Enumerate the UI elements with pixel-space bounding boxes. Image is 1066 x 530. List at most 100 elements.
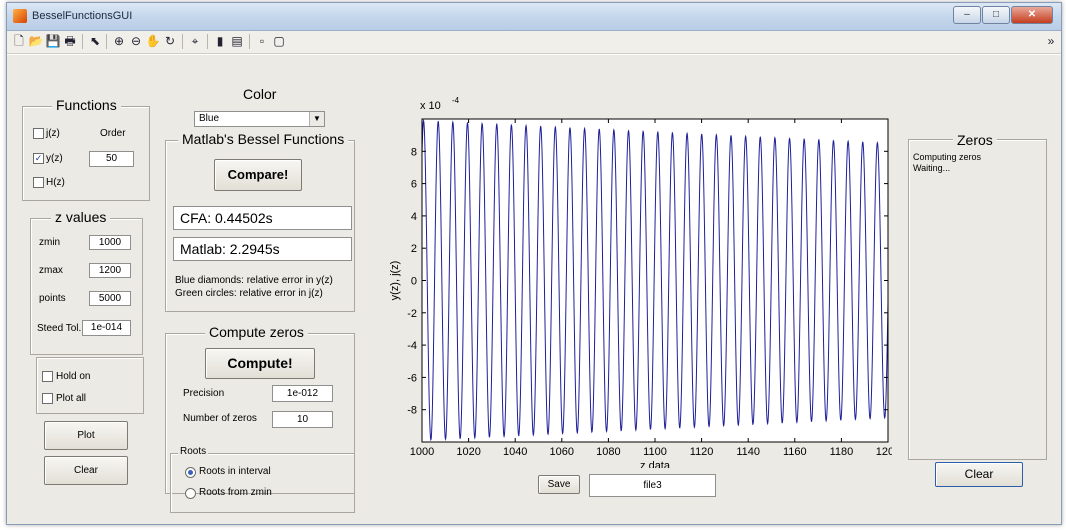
x-tick-label: 1080 [596, 446, 620, 458]
zmin-input[interactable]: 1000 [89, 235, 131, 250]
data-cursor-icon[interactable]: ⌖ [191, 34, 199, 48]
zoom-in-icon[interactable]: ⊕ [113, 34, 125, 48]
hz-label: H(z) [46, 177, 65, 188]
toolbar-overflow-icon[interactable]: » [1047, 34, 1055, 48]
zeros-panel [908, 139, 1047, 460]
save-icon[interactable]: 💾 [45, 34, 61, 48]
x-tick-label: 1120 [690, 446, 714, 458]
x-axis-label: z data [640, 460, 671, 468]
zeros-status-line2: Waiting... [913, 163, 951, 173]
y-tick-label: 0 [411, 276, 417, 288]
roots-in-interval-radio[interactable] [185, 467, 196, 478]
x-tick-label: 1060 [550, 446, 574, 458]
y-tick-label: -4 [407, 340, 417, 352]
filename-input[interactable]: file3 [589, 474, 716, 497]
roots-panel [170, 453, 355, 513]
y-tick-label: 8 [411, 146, 417, 158]
number-of-zeros-label: Number of zeros [183, 413, 257, 424]
figure-toolbar: 🗋 📂 💾 🖶 ⬉ ⊕ ⊖ ✋ ↻ ⌖ ▮ ▤ ▫ ▢ » [7, 31, 1061, 54]
steed-tol-label: Steed Tol. [37, 323, 82, 334]
compare-button[interactable]: Compare! [214, 159, 302, 191]
rotate-icon[interactable]: ↻ [164, 34, 176, 48]
y-tick-label: 2 [411, 243, 417, 255]
plot-all-checkbox[interactable] [42, 393, 53, 404]
matlab-logo-icon [13, 9, 27, 23]
order-input[interactable]: 50 [89, 151, 134, 167]
y-tick-label: -8 [407, 405, 417, 417]
y-exponent-power: -4 [452, 96, 460, 105]
matlab-time-box: Matlab: 2.2945s [173, 237, 352, 261]
pointer-icon[interactable]: ⬉ [89, 34, 101, 48]
compute-button[interactable]: Compute! [205, 348, 315, 379]
x-tick-label: 1020 [456, 446, 480, 458]
colorbar-icon[interactable]: ▮ [216, 34, 224, 48]
clear-plot-button[interactable]: Clear [44, 456, 128, 485]
hold-on-label: Hold on [56, 371, 91, 382]
zoom-out-icon[interactable]: ⊖ [130, 34, 142, 48]
roots-from-zmin-label: Roots from zmin [199, 487, 272, 498]
save-button[interactable]: Save [538, 475, 580, 494]
points-input[interactable]: 5000 [89, 291, 131, 306]
x-tick-label: 1100 [643, 446, 667, 458]
roots-from-zmin-radio[interactable] [185, 488, 196, 499]
x-tick-label: 1200 [876, 446, 892, 458]
x-tick-label: 1140 [736, 446, 760, 458]
clear-zeros-button[interactable]: Clear [935, 462, 1023, 487]
figure-canvas: Functions j(z) Order ✓ y(z) 50 H(z) z va… [7, 54, 1061, 524]
x-tick-label: 1160 [783, 446, 807, 458]
cfa-time-box: CFA: 0.44502s [173, 206, 352, 230]
app-window: BesselFunctionsGUI – □ ✕ 🗋 📂 💾 🖶 ⬉ ⊕ ⊖ ✋… [6, 2, 1062, 525]
legend-icon[interactable]: ▤ [231, 34, 243, 48]
x-tick-label: 1000 [410, 446, 434, 458]
roots-title: Roots [178, 446, 209, 457]
steed-tol-input[interactable]: 1e-014 [82, 320, 131, 336]
functions-title: Functions [52, 97, 121, 113]
bessel-series-line [421, 118, 889, 442]
roots-in-interval-label: Roots in interval [199, 466, 271, 477]
jz-checkbox[interactable] [33, 128, 44, 139]
maximize-button[interactable]: □ [982, 6, 1010, 24]
show-plot-tools-icon[interactable]: ▢ [273, 34, 285, 48]
number-of-zeros-input[interactable]: 10 [272, 411, 333, 428]
zmax-label: zmax [39, 265, 63, 276]
y-tick-label: 4 [411, 211, 417, 223]
minimize-button[interactable]: – [953, 6, 981, 24]
window-title: BesselFunctionsGUI [32, 10, 133, 22]
print-icon[interactable]: 🖶 [64, 34, 76, 48]
precision-input[interactable]: 1e-012 [272, 385, 333, 402]
jz-label: j(z) [46, 128, 60, 139]
order-label: Order [100, 128, 126, 139]
y-axis-label: y(z), j(z) [389, 261, 401, 301]
yz-label: y(z) [46, 153, 63, 164]
plot-area [422, 119, 888, 442]
color-select[interactable]: Blue ▼ [194, 111, 325, 127]
title-bar: BesselFunctionsGUI – □ ✕ [7, 3, 1061, 31]
plot-all-label: Plot all [56, 393, 87, 404]
zmin-label: zmin [39, 237, 61, 248]
open-file-icon[interactable]: 📂 [28, 34, 44, 48]
points-label: points [39, 293, 66, 304]
precision-label: Precision [183, 388, 225, 399]
zmax-input[interactable]: 1200 [89, 263, 131, 278]
yz-checkbox[interactable]: ✓ [33, 153, 44, 164]
chevron-down-icon: ▼ [309, 112, 324, 126]
hold-on-checkbox[interactable] [42, 371, 53, 382]
pan-icon[interactable]: ✋ [145, 34, 161, 48]
close-button[interactable]: ✕ [1011, 6, 1053, 24]
options-panel [36, 357, 144, 414]
hz-checkbox[interactable] [33, 177, 44, 188]
hide-plot-tools-icon[interactable]: ▫ [259, 34, 265, 48]
plot-button[interactable]: Plot [44, 421, 128, 450]
new-figure-icon[interactable]: 🗋 [14, 34, 24, 48]
x-tick-label: 1180 [830, 446, 854, 458]
matlab-panel-title: Matlab's Bessel Functions [178, 131, 349, 147]
x-tick-label: 1040 [503, 446, 527, 458]
green-circles-note: Green circles: relative error in j(z) [175, 288, 323, 299]
zeros-status-line1: Computing zeros [913, 152, 982, 162]
color-label: Color [243, 86, 277, 102]
color-select-value: Blue [199, 113, 220, 124]
y-tick-label: 6 [411, 179, 417, 191]
compute-zeros-title: Compute zeros [205, 324, 308, 340]
blue-diamonds-note: Blue diamonds: relative error in y(z) [175, 275, 333, 286]
y-exponent-label: x 10 [420, 100, 441, 112]
